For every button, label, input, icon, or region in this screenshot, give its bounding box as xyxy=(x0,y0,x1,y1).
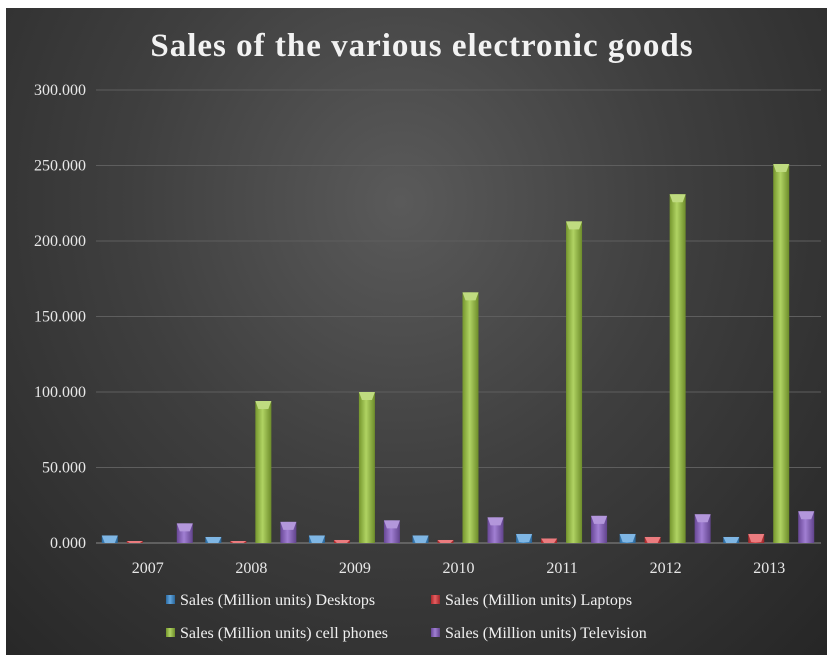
legend-item: Sales (Million units) Television xyxy=(431,625,647,642)
bars xyxy=(101,163,815,544)
legend-label: Sales (Million units) Television xyxy=(445,625,647,642)
legend-swatch xyxy=(166,595,175,604)
bar-2-3 xyxy=(462,292,479,543)
gridlines xyxy=(96,89,821,544)
bar-0-6 xyxy=(723,536,740,543)
y-tick-label: 0.000 xyxy=(50,535,86,552)
bar-3-0 xyxy=(176,523,193,543)
legend-item: Sales (Million units) Laptops xyxy=(431,592,632,609)
bar-3-1 xyxy=(280,521,297,543)
x-tick-label: 2012 xyxy=(650,560,682,577)
legend-label: Sales (Million units) Desktops xyxy=(180,592,375,609)
x-tick-label: 2009 xyxy=(339,560,371,577)
x-tick-label: 2013 xyxy=(753,560,785,577)
x-tick-label: 2010 xyxy=(443,560,475,577)
chart-svg: Sales of the various electronic goods 0.… xyxy=(34,28,821,642)
bar-2-4 xyxy=(566,221,583,543)
bar-1-5 xyxy=(644,536,661,543)
bar-3-5 xyxy=(694,514,711,543)
bar-0-1 xyxy=(205,536,222,543)
bar-0-0 xyxy=(101,535,118,543)
bar-2-1 xyxy=(255,401,272,543)
bar-3-3 xyxy=(487,517,504,543)
bar-0-2 xyxy=(308,535,325,543)
bar-1-6 xyxy=(748,533,765,543)
chart-area: Sales of the various electronic goods 0.… xyxy=(6,8,827,655)
y-tick-label: 150.000 xyxy=(34,309,86,326)
bar-3-6 xyxy=(798,511,815,543)
chart-title: Sales of the various electronic goods xyxy=(150,28,693,64)
bar-1-3 xyxy=(437,539,454,543)
bar-1-0 xyxy=(126,541,143,543)
bar-2-2 xyxy=(358,392,375,543)
x-tick-label: 2007 xyxy=(132,560,164,577)
y-tick-label: 50.000 xyxy=(42,460,86,477)
bar-1-4 xyxy=(541,538,558,543)
bar-3-4 xyxy=(591,515,608,543)
y-tick-label: 250.000 xyxy=(34,158,86,175)
y-axis: 0.000 50.000 100.000 150.000 200.000 250.000 3… xyxy=(34,82,86,552)
bar-0-5 xyxy=(619,533,636,543)
y-tick-label: 300.000 xyxy=(34,82,86,99)
legend-item: Sales (Million units) cell phones xyxy=(166,625,388,642)
bar-2-6 xyxy=(773,163,790,544)
legend-label: Sales (Million units) Laptops xyxy=(445,592,632,609)
y-tick-label: 100.000 xyxy=(34,384,86,401)
bar-0-4 xyxy=(516,533,533,543)
legend-item: Sales (Million units) Desktops xyxy=(166,592,375,609)
y-tick-label: 200.000 xyxy=(34,233,86,250)
bar-1-2 xyxy=(333,539,350,543)
legend-swatch xyxy=(166,628,175,637)
bar-0-3 xyxy=(412,535,429,543)
legend-swatch xyxy=(431,628,440,637)
bar-3-2 xyxy=(383,520,400,543)
x-tick-label: 2008 xyxy=(235,560,267,577)
legend-swatch xyxy=(431,595,440,604)
legend-label: Sales (Million units) cell phones xyxy=(180,625,388,642)
bar-1-1 xyxy=(230,541,247,543)
bar-2-5 xyxy=(669,194,686,543)
x-tick-label: 2011 xyxy=(546,560,577,577)
x-axis: 2007 2008 2009 2010 2011 2012 2013 xyxy=(132,560,785,577)
legend: Sales (Million units) Desktops Sales (Mil… xyxy=(166,592,647,642)
